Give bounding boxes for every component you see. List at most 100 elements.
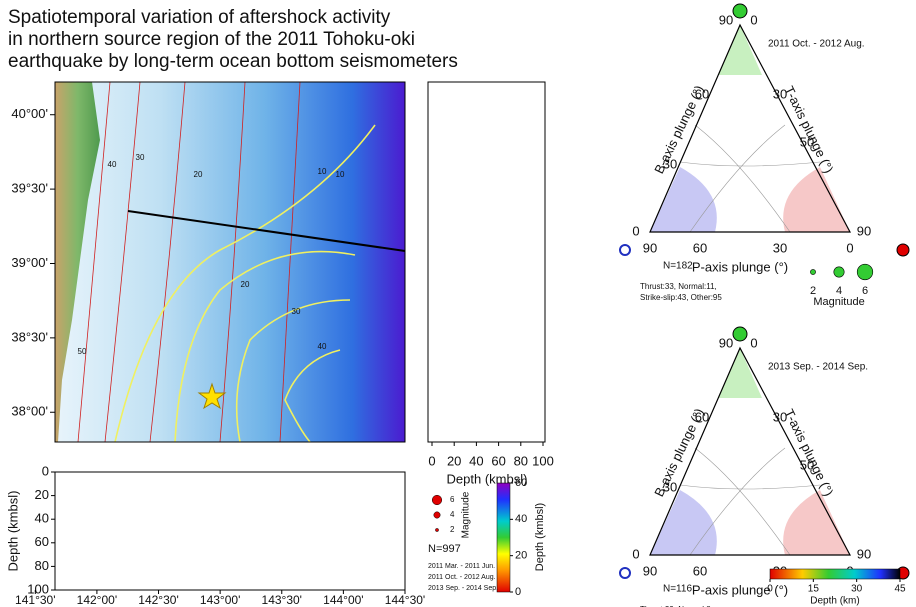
x-tick-label: 142°30'	[138, 593, 178, 607]
x-tick-label: 40	[469, 453, 483, 468]
x-tick-label: 144°30'	[385, 593, 425, 607]
figure: 2011 Oct. - 2012 Aug.9060300030509090603…	[0, 0, 916, 607]
magnitude-symbol	[432, 495, 442, 505]
axis-label: T-axis plunge (°)	[781, 84, 836, 176]
sea	[55, 82, 405, 442]
legend-title: Magnitude	[461, 491, 472, 538]
colorbar-label: 40	[515, 513, 527, 525]
lat-label: 39°30'	[11, 181, 48, 196]
tick-label: 0	[632, 546, 639, 561]
axis-label: T-axis plunge (°)	[781, 407, 836, 499]
colorbar-label: 0	[767, 584, 773, 595]
title-line: earthquake by long-term ocean bottom sei…	[8, 51, 458, 72]
x-tick-label: 100	[532, 453, 554, 468]
icon	[733, 327, 747, 341]
count: N=997	[428, 543, 461, 555]
tick-label: 90	[719, 12, 733, 27]
colorbar	[770, 569, 900, 579]
colorbar-label: 20	[515, 550, 527, 562]
y-tick-label: 40	[35, 511, 49, 526]
icon	[620, 245, 630, 255]
icon	[620, 568, 630, 578]
period: 2013 Sep. - 2014 Sep.	[768, 362, 868, 373]
axis-label: B-axis plunge (°)	[651, 406, 707, 499]
x-tick-label: 60	[491, 453, 505, 468]
y-tick-label: 20	[35, 487, 49, 502]
lat-label: 39°00'	[11, 255, 48, 270]
contour-label: 20	[241, 280, 250, 289]
tick-label: 60	[693, 240, 707, 255]
count: N=116	[663, 584, 692, 595]
axis-label: P-axis plunge (°)	[692, 582, 788, 597]
y-tick-label: 0	[42, 463, 49, 478]
period: 2013 Sep. - 2014 Sep.	[428, 585, 498, 592]
contour-label: 40	[318, 342, 327, 351]
summary: Strike-slip:43, Other:95	[640, 293, 722, 302]
mechanism-symbol	[834, 267, 844, 277]
tick-label: 90	[643, 240, 657, 255]
normal-zone	[650, 490, 717, 555]
x-tick-label: 0	[428, 453, 435, 468]
x-tick-label: 141°30'	[15, 593, 55, 607]
contour-label: 10	[318, 167, 327, 176]
contour-label: 50	[78, 347, 87, 356]
colorbar	[497, 483, 510, 592]
magnitude-label: 4	[450, 510, 455, 519]
mechanism-symbol	[857, 264, 873, 280]
tick-label: 0	[846, 240, 853, 255]
tick-label: 90	[857, 546, 871, 561]
side-frame	[428, 82, 545, 442]
tick-label: 90	[857, 223, 871, 238]
magnitude-label: 2	[450, 525, 455, 534]
title-line: in northern source region of the 2011 To…	[8, 29, 415, 50]
section-frame	[55, 472, 405, 590]
legend-title: Magnitude	[813, 296, 864, 308]
magnitude-symbol	[435, 528, 438, 531]
colorbar-label: 15	[808, 584, 820, 595]
summary: Thrust:33, Normal:11,	[640, 282, 717, 291]
x-tick-label: 144°00'	[323, 593, 363, 607]
thrust-zone	[718, 25, 762, 75]
title-line: Spatiotemporal variation of aftershock a…	[8, 7, 391, 28]
colorbar-title: Depth (km)	[810, 596, 859, 607]
x-tick-label: 143°00'	[200, 593, 240, 607]
y-tick-label: 80	[35, 558, 49, 573]
contour-label: 40	[108, 160, 117, 169]
y-axis-label: Depth (kmbsl)	[5, 491, 20, 572]
contour-label: 20	[194, 170, 203, 179]
strike-zone	[783, 490, 850, 555]
mechanism-symbol	[810, 269, 815, 274]
x-tick-label: 142°00'	[77, 593, 117, 607]
normal-zone	[650, 167, 717, 232]
tick-label: 0	[750, 12, 757, 27]
period: 2011 Oct. - 2012 Aug.	[768, 39, 865, 50]
colorbar-label: 30	[851, 584, 863, 595]
tick-label: 90	[643, 563, 657, 578]
axis-label: B-axis plunge (°)	[651, 83, 707, 176]
count: N=182	[663, 261, 693, 272]
contour-label: 10	[336, 170, 345, 179]
lat-label: 38°00'	[11, 404, 48, 419]
magnitude-label: 6	[450, 495, 455, 504]
tick-label: 30	[773, 240, 787, 255]
contour-label: 30	[292, 307, 301, 316]
magnitude-symbol	[434, 512, 440, 518]
tick-label: 0	[750, 335, 757, 350]
thrust-zone	[718, 348, 762, 398]
colorbar-label: 45	[894, 584, 906, 595]
strike-zone	[783, 167, 850, 232]
tick-label: 60	[693, 563, 707, 578]
contour-label: 30	[136, 153, 145, 162]
x-tick-label: 80	[514, 453, 528, 468]
period: 2011 Mar. - 2011 Jun.	[428, 563, 495, 570]
map	[55, 82, 405, 442]
y-tick-label: 60	[35, 534, 49, 549]
tick-label: 0	[632, 223, 639, 238]
lat-label: 40°00'	[11, 106, 48, 121]
colorbar-title: Depth (kmbsl)	[534, 503, 546, 571]
icon	[897, 244, 909, 256]
icon	[733, 4, 747, 18]
lat-label: 38°30'	[11, 329, 48, 344]
colorbar-label: 0	[515, 586, 521, 598]
